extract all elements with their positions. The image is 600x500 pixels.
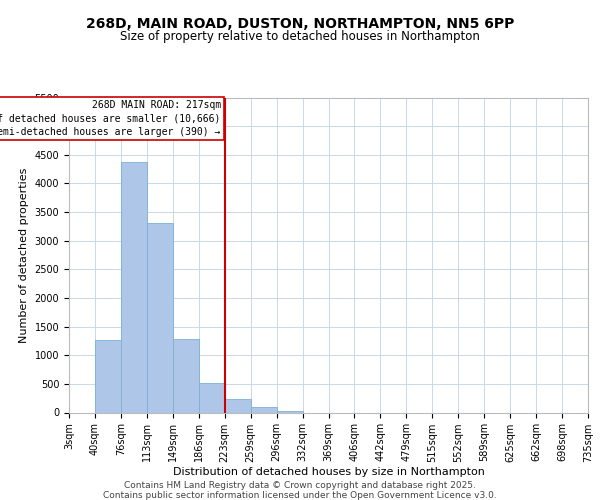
Text: Size of property relative to detached houses in Northampton: Size of property relative to detached ho… <box>120 30 480 43</box>
Bar <box>121 162 147 412</box>
Text: 268D, MAIN ROAD, DUSTON, NORTHAMPTON, NN5 6PP: 268D, MAIN ROAD, DUSTON, NORTHAMPTON, NN… <box>86 18 514 32</box>
Bar <box>95 340 121 412</box>
Bar <box>251 408 277 412</box>
Bar <box>173 339 199 412</box>
Bar <box>147 223 173 412</box>
Y-axis label: Number of detached properties: Number of detached properties <box>19 168 29 342</box>
Bar <box>199 384 224 412</box>
Text: Contains HM Land Registry data © Crown copyright and database right 2025.: Contains HM Land Registry data © Crown c… <box>124 481 476 490</box>
Bar <box>225 399 251 412</box>
Bar <box>277 411 302 412</box>
X-axis label: Distribution of detached houses by size in Northampton: Distribution of detached houses by size … <box>173 468 484 477</box>
Text: 268D MAIN ROAD: 217sqm
← 96% of detached houses are smaller (10,666)
4% of semi-: 268D MAIN ROAD: 217sqm ← 96% of detached… <box>0 100 221 137</box>
Text: Contains public sector information licensed under the Open Government Licence v3: Contains public sector information licen… <box>103 491 497 500</box>
